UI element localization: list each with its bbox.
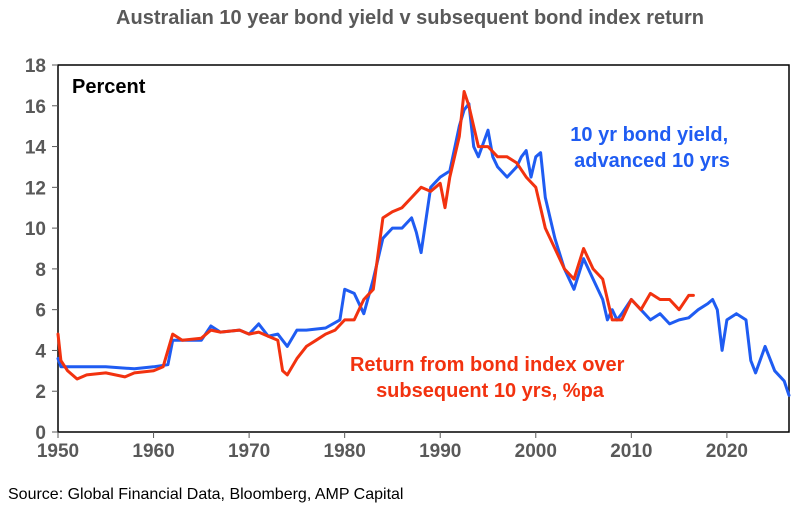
x-axis: 1950 1960 1970 1980 1990 2000 2010 2020: [37, 432, 748, 462]
y-tick-label: 8: [35, 260, 46, 281]
x-tick-label: 1950: [37, 441, 79, 462]
y-axis: 0 2 4 6 8 10 12 14 16 18: [25, 56, 58, 444]
y-tick-label: 10: [25, 219, 46, 240]
y-tick-label: 6: [35, 301, 46, 322]
annotation-yield: 10 yr bond yield, advanced 10 yrs: [570, 124, 733, 172]
source-note: Source: Global Financial Data, Bloomberg…: [8, 486, 404, 503]
x-tick-label: 2010: [610, 441, 652, 462]
plot-frame: [57, 64, 790, 433]
annotation-return-line-1: Return from bond index over: [350, 354, 625, 376]
annotation-return-line-2: subsequent 10 yrs, %pa: [376, 380, 605, 402]
x-tick-label: 1970: [228, 441, 270, 462]
x-tick-label: 1960: [132, 441, 174, 462]
y-tick-label: 0: [35, 423, 46, 444]
annotation-yield-line-2: advanced 10 yrs: [574, 150, 730, 172]
y-tick-label: 2: [35, 382, 46, 403]
y-tick-label: 4: [35, 341, 46, 362]
x-tick-label: 2000: [515, 441, 557, 462]
y-axis-label: Percent: [72, 76, 146, 98]
x-tick-label: 2020: [706, 441, 748, 462]
y-tick-label: 12: [25, 178, 46, 199]
annotation-yield-line-1: 10 yr bond yield,: [570, 124, 728, 146]
chart-title: Australian 10 year bond yield v subseque…: [116, 7, 704, 29]
x-tick-label: 1980: [324, 441, 366, 462]
annotation-return: Return from bond index over subsequent 1…: [350, 354, 630, 402]
y-tick-label: 16: [25, 97, 46, 118]
y-tick-label: 14: [25, 138, 47, 159]
series-line-bond-index-return: [56, 90, 695, 381]
x-tick-label: 1990: [419, 441, 461, 462]
y-tick-label: 18: [25, 56, 46, 77]
series-group: [56, 90, 791, 397]
